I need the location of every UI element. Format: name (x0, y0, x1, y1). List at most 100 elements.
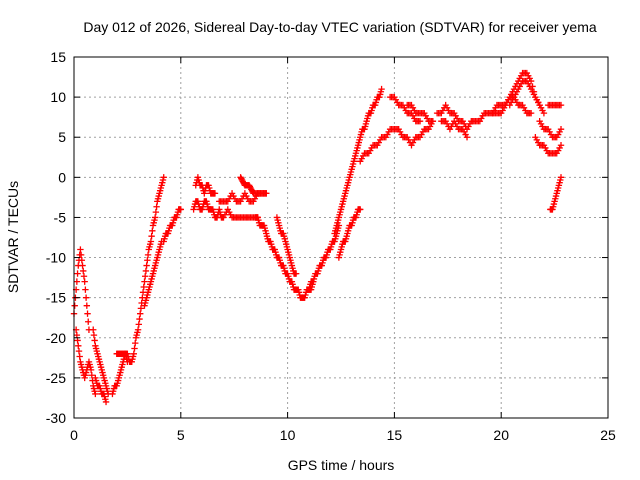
data-point (557, 101, 565, 109)
data-point (90, 331, 98, 339)
data-point (141, 278, 148, 285)
y-tick-label: 5 (58, 129, 66, 145)
data-point (90, 326, 97, 333)
data-point (263, 190, 270, 197)
series-s10 (190, 198, 261, 221)
data-point (74, 270, 81, 277)
data-point (74, 337, 81, 344)
data-point (292, 270, 300, 277)
chart-title: Day 012 of 2026, Sidereal Day-to-day VTE… (83, 19, 596, 35)
data-point (151, 214, 159, 221)
data-point (378, 85, 385, 93)
data-point (429, 117, 437, 125)
series-s3 (90, 326, 112, 398)
data-point (177, 206, 184, 213)
series-s27 (536, 117, 565, 141)
y-axis-label: SDTVAR / TECUs (5, 181, 21, 293)
data-point (144, 257, 151, 264)
series-s2 (72, 326, 99, 398)
data-point (134, 326, 142, 333)
data-point (140, 283, 147, 291)
series-s15 (273, 214, 300, 277)
series-s4 (92, 374, 110, 406)
y-tick-label: -5 (54, 209, 67, 225)
data-point (148, 232, 155, 240)
plot-frame (73, 56, 609, 419)
data-point (142, 273, 149, 280)
data-point (71, 302, 78, 309)
series-s20 (386, 93, 424, 125)
data-point (557, 126, 565, 133)
data-points-layer (70, 69, 565, 406)
y-tick-label: -20 (46, 330, 66, 346)
data-point (76, 353, 83, 360)
data-point (136, 315, 143, 323)
series-s9 (160, 206, 184, 245)
series-s21 (404, 101, 437, 125)
series-s23 (438, 117, 471, 141)
series-s17 (331, 85, 385, 237)
data-point (144, 251, 152, 259)
data-point (153, 203, 160, 210)
y-tick-label: -10 (46, 250, 66, 266)
x-tick-label: 0 (70, 427, 78, 443)
series-s7 (128, 174, 167, 366)
series-s19 (357, 117, 437, 165)
data-point (92, 390, 99, 398)
series-s25 (506, 77, 548, 117)
data-point (77, 251, 85, 259)
data-point (160, 174, 167, 181)
y-tick-label: -15 (46, 290, 66, 306)
x-tick-label: 5 (177, 427, 185, 443)
data-point (85, 318, 92, 325)
data-point (557, 174, 565, 181)
series-s11 (192, 174, 219, 197)
series-s5 (109, 350, 135, 398)
data-point (80, 273, 88, 280)
series-s13 (237, 174, 270, 197)
x-tick-label: 10 (280, 427, 296, 443)
x-tick-label: 15 (387, 427, 403, 443)
data-point (78, 257, 86, 264)
data-point (87, 366, 95, 374)
data-point (132, 339, 139, 347)
data-point (102, 398, 110, 406)
data-point (557, 142, 565, 149)
y-tick-label: -30 (46, 410, 66, 426)
series-s6 (113, 350, 131, 366)
x-axis-label: GPS time / hours (288, 457, 395, 473)
data-point (357, 206, 364, 213)
data-point (131, 345, 138, 352)
series-s8 (141, 238, 165, 309)
data-point (79, 262, 86, 269)
data-point (416, 117, 424, 125)
data-point (211, 190, 219, 197)
data-point (143, 262, 150, 269)
data-point (77, 246, 84, 253)
data-point (82, 286, 89, 293)
data-point (463, 134, 471, 141)
series-s28 (544, 101, 565, 109)
y-tick-label: 10 (50, 89, 66, 105)
x-tick-label: 20 (493, 427, 509, 443)
data-point (81, 278, 88, 285)
data-point (73, 331, 81, 339)
axes-layer: 0 5 10 15 20 25 -30 -25 -20 -15 -10 -5 0 5 10 15 (46, 49, 616, 443)
data-point (75, 342, 82, 349)
series-s24 (489, 69, 543, 117)
y-tick-label: 15 (50, 49, 66, 65)
data-point (540, 109, 548, 117)
data-point (152, 208, 160, 216)
data-point (83, 302, 91, 309)
data-point (84, 310, 91, 317)
data-point (137, 305, 145, 312)
data-point (527, 109, 535, 117)
data-point (75, 347, 83, 355)
data-point (73, 278, 81, 285)
data-point (147, 238, 155, 245)
y-tick-label: 0 (58, 169, 66, 185)
series-s18 (335, 206, 364, 261)
data-point (80, 267, 87, 275)
data-point (130, 350, 138, 358)
